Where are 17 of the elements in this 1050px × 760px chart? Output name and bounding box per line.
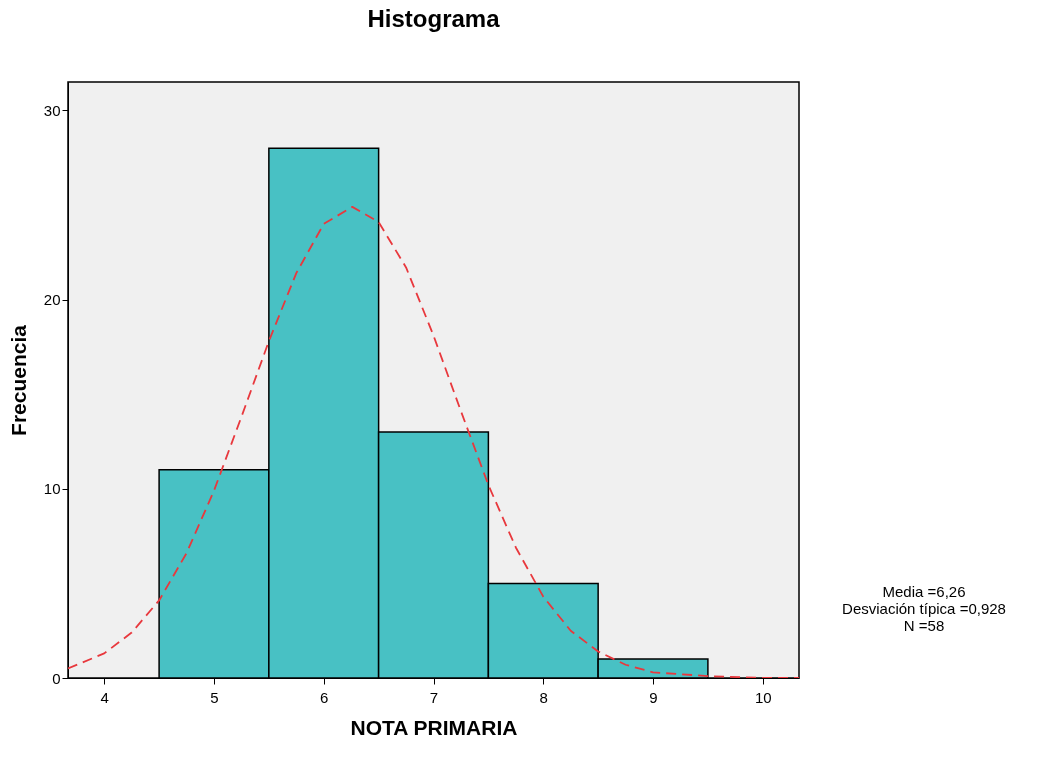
chart-title: Histograma	[367, 5, 501, 32]
x-tick-label: 9	[649, 688, 658, 706]
x-tick-label: 8	[539, 688, 548, 706]
x-axis-title: NOTA PRIMARIA	[350, 715, 518, 739]
y-tick-label: 10	[43, 480, 61, 498]
x-tick-label: 6	[320, 688, 329, 706]
x-tick-label: 10	[754, 688, 772, 706]
text: N =58	[903, 617, 945, 634]
y-tick-label: 30	[43, 101, 61, 119]
x-tick-label: 5	[210, 688, 219, 706]
y-tick-label: 20	[43, 291, 61, 309]
text: Desviación típica =0,928	[842, 600, 1006, 617]
y-axis-title: Frecuencia	[6, 324, 30, 436]
text: Media =6,26	[882, 583, 966, 600]
x-tick-label: 7	[429, 688, 439, 706]
x-tick-label: 4	[100, 688, 109, 706]
y-tick-label: 0	[52, 669, 61, 687]
